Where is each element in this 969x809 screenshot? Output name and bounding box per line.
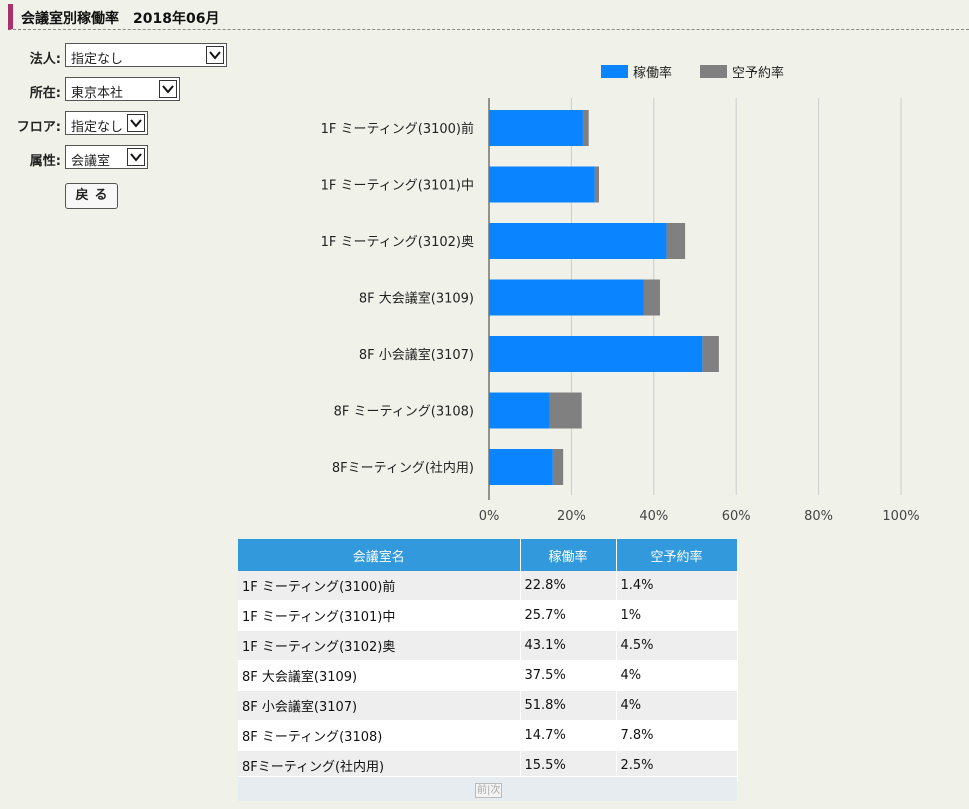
column-header-vacant-reservation[interactable]: 空予約率 xyxy=(616,539,738,571)
vacant-reservation-cell: 2.5% xyxy=(616,750,738,781)
filter-label-location: 所在: xyxy=(29,86,61,101)
room-name-cell: 1F ミーティング(3102)奥 xyxy=(238,630,521,661)
vacant-reservation-cell: 7.8% xyxy=(616,720,738,751)
attribute-select[interactable]: 会議室 xyxy=(65,145,148,169)
category-label: 1F ミーティング(3100)前 xyxy=(321,121,474,137)
table-row: 8F 大会議室(3109) 37.5% 4% xyxy=(238,660,738,691)
corporation-select[interactable]: 指定なし xyxy=(65,43,227,67)
floor-select[interactable]: 指定なし xyxy=(65,111,148,135)
category-label: 8Fミーティング(社内用) xyxy=(332,460,474,476)
category-label: 1F ミーティング(3102)奥 xyxy=(321,235,474,250)
bar-vacant-reservation[interactable] xyxy=(549,392,582,429)
x-tick-label: 40% xyxy=(639,509,668,524)
utilization-table: 会議室名 稼働率 空予約率 1F ミーティング(3100)前 22.8% 1.4… xyxy=(238,539,738,781)
corporation-select-value: 指定なし xyxy=(71,52,124,67)
filter-label-corporation: 法人: xyxy=(29,52,61,67)
bar-vacant-reservation[interactable] xyxy=(666,223,686,259)
attribute-select-value: 会議室 xyxy=(71,154,111,169)
x-tick-label: 80% xyxy=(804,509,833,524)
bar-utilization[interactable] xyxy=(489,449,553,485)
x-tick-label: 0% xyxy=(479,509,500,524)
table-row: 8F ミーティング(3108) 14.7% 7.8% xyxy=(238,720,738,751)
vacant-reservation-cell: 1% xyxy=(616,600,738,631)
category-label: 8F ミーティング(3108) xyxy=(334,405,474,420)
category-label: 1F ミーティング(3101)中 xyxy=(321,179,474,194)
bar-vacant-reservation[interactable] xyxy=(582,110,589,146)
chart-labels: 0% 20% 40% 60% 80% 100% 1F ミーティング(3100)前 1F ミーテ… xyxy=(321,121,920,524)
chart-legend: 稼働率 空予約率 xyxy=(601,65,784,81)
chevron-down-icon xyxy=(127,148,145,166)
utilization-cell: 51.8% xyxy=(520,690,617,721)
utilization-cell: 37.5% xyxy=(520,660,617,691)
chevron-down-icon xyxy=(127,114,145,132)
vacant-reservation-cell: 4% xyxy=(616,690,738,721)
utilization-cell: 25.7% xyxy=(520,600,617,631)
bar-vacant-reservation[interactable] xyxy=(702,336,719,372)
vacant-reservation-cell: 4% xyxy=(616,660,738,691)
category-label: 8F 大会議室(3109) xyxy=(359,291,474,307)
column-header-room-name[interactable]: 会議室名 xyxy=(238,539,521,571)
x-tick-label: 60% xyxy=(722,509,751,524)
x-tick-label: 20% xyxy=(557,509,586,524)
legend-swatch[interactable] xyxy=(601,65,628,78)
utilization-cell: 15.5% xyxy=(520,750,617,781)
floor-select-value: 指定なし xyxy=(71,120,124,135)
vacant-reservation-cell: 1.4% xyxy=(616,571,738,601)
vacant-reservation-cell: 4.5% xyxy=(616,630,738,661)
chart-bars xyxy=(489,110,719,485)
location-select-value: 東京本社 xyxy=(71,86,124,101)
pager-prev-next[interactable]: 前|次 xyxy=(475,783,503,798)
utilization-cell: 14.7% xyxy=(520,720,617,751)
table-row: 1F ミーティング(3101)中 25.7% 1% xyxy=(238,600,738,631)
utilization-cell: 22.8% xyxy=(520,571,617,601)
room-name-cell: 8F 小会議室(3107) xyxy=(238,690,521,721)
chevron-down-icon xyxy=(206,46,224,64)
x-tick-label: 100% xyxy=(882,509,919,524)
utilization-chart: 0% 20% 40% 60% 80% 100% 1F ミーティング(3100)前 1F ミーテ… xyxy=(321,65,920,524)
category-label: 8F 小会議室(3107) xyxy=(359,347,474,363)
room-name-cell: 8F ミーティング(3108) xyxy=(238,720,521,751)
bar-vacant-reservation[interactable] xyxy=(594,166,600,203)
bar-utilization[interactable] xyxy=(489,279,644,316)
filter-label-attribute: 属性: xyxy=(29,154,61,169)
table-row: 1F ミーティング(3102)奥 43.1% 4.5% xyxy=(238,630,738,661)
utilization-cell: 43.1% xyxy=(520,630,617,661)
bar-vacant-reservation[interactable] xyxy=(643,279,660,316)
page-title: 会議室別稼働率 2018年06月 xyxy=(21,11,220,27)
page-header: 会議室別稼働率 2018年06月 xyxy=(8,4,969,30)
room-name-cell: 8F 大会議室(3109) xyxy=(238,660,521,691)
table-pager: 前|次 xyxy=(238,776,737,801)
table-row: 8F 小会議室(3107) 51.8% 4% xyxy=(238,690,738,721)
chevron-down-icon xyxy=(159,80,177,98)
legend-swatch[interactable] xyxy=(700,65,727,78)
back-button[interactable]: 戻る xyxy=(65,183,118,209)
table-header-row: 会議室名 稼働率 空予約率 xyxy=(238,539,738,571)
bar-utilization[interactable] xyxy=(489,166,595,203)
column-header-utilization[interactable]: 稼働率 xyxy=(520,539,617,571)
room-name-cell: 1F ミーティング(3101)中 xyxy=(238,600,521,631)
room-name-cell: 1F ミーティング(3100)前 xyxy=(238,571,521,601)
bar-utilization[interactable] xyxy=(489,110,583,146)
room-name-cell: 8Fミーティング(社内用) xyxy=(238,750,521,781)
bar-utilization[interactable] xyxy=(489,223,667,259)
legend-label[interactable]: 稼働率 xyxy=(633,65,672,81)
table-row: 8Fミーティング(社内用) 15.5% 2.5% xyxy=(238,750,738,781)
legend-label[interactable]: 空予約率 xyxy=(732,65,784,81)
filter-label-floor: フロア: xyxy=(16,120,61,135)
bar-utilization[interactable] xyxy=(489,392,550,429)
location-select[interactable]: 東京本社 xyxy=(65,77,180,101)
table-row: 1F ミーティング(3100)前 22.8% 1.4% xyxy=(238,571,738,601)
bar-vacant-reservation[interactable] xyxy=(552,449,564,485)
bar-utilization[interactable] xyxy=(489,336,703,372)
